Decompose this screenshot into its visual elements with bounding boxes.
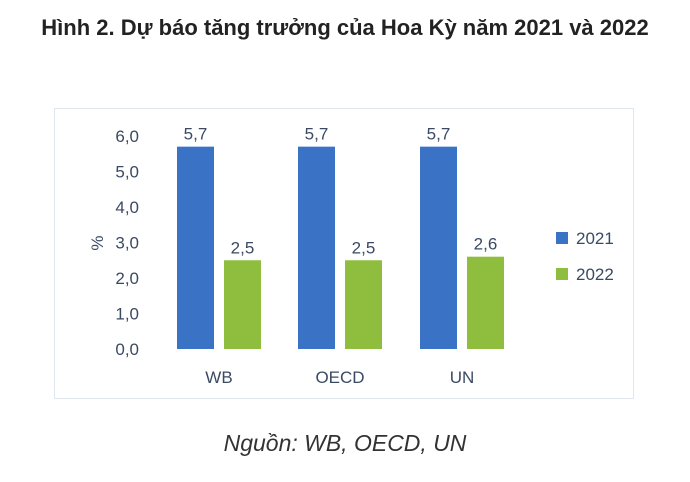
source-note: Nguồn: WB, OECD, UN <box>223 430 467 456</box>
bar-2021-wb <box>177 146 214 349</box>
x-tick-label: OECD <box>315 368 364 387</box>
bar-2021-oecd <box>298 146 335 349</box>
data-label: 2,5 <box>352 238 376 257</box>
data-label: 2,6 <box>474 235 498 254</box>
data-label: 5,7 <box>184 125 208 144</box>
bar-2022-un <box>467 256 504 349</box>
bar-2022-oecd <box>345 260 382 349</box>
legend-swatch-2021 <box>556 232 568 244</box>
y-tick-label: 3,0 <box>115 234 139 253</box>
y-tick-label: 5,0 <box>115 163 139 182</box>
data-label: 2,5 <box>231 238 255 257</box>
data-label: 5,7 <box>305 125 329 144</box>
data-label: 5,7 <box>427 125 451 144</box>
legend-swatch-2022 <box>556 268 568 280</box>
legend-label-2022: 2022 <box>576 265 614 284</box>
x-tick-label: UN <box>450 368 475 387</box>
legend-label-2021: 2021 <box>576 229 614 248</box>
bar-2022-wb <box>224 260 261 349</box>
x-tick-label: WB <box>205 368 232 387</box>
chart-area <box>54 108 634 399</box>
y-tick-label: 2,0 <box>115 269 139 288</box>
chart-title: Hình 2. Dự báo tăng trưởng của Hoa Kỳ nă… <box>41 15 649 40</box>
bar-2021-un <box>420 146 457 349</box>
y-tick-label: 0,0 <box>115 340 139 359</box>
y-tick-label: 4,0 <box>115 198 139 217</box>
y-axis-label: % <box>88 235 107 250</box>
y-tick-label: 1,0 <box>115 305 139 324</box>
y-tick-label: 6,0 <box>115 127 139 146</box>
